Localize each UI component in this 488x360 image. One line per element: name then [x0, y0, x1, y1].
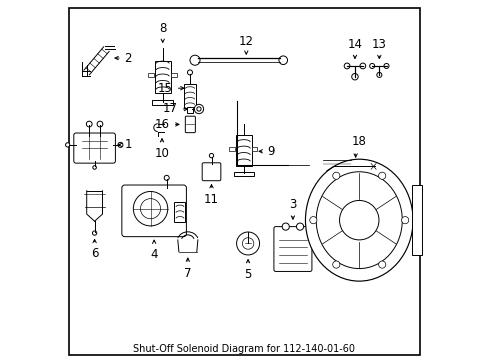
Text: 6: 6 [91, 247, 98, 260]
FancyBboxPatch shape [343, 162, 360, 171]
Ellipse shape [305, 159, 412, 281]
Circle shape [187, 70, 192, 75]
Circle shape [359, 63, 365, 69]
Circle shape [97, 121, 102, 127]
Bar [187, 107, 192, 113]
Circle shape [164, 175, 169, 180]
Text: Shut-Off Solenoid Diagram for 112-140-01-60: Shut-Off Solenoid Diagram for 112-140-01… [133, 343, 355, 354]
Text: 17: 17 [163, 103, 178, 116]
Text: 3: 3 [288, 198, 296, 211]
Bar [170, 73, 177, 77]
Circle shape [93, 166, 96, 169]
Circle shape [190, 55, 200, 65]
FancyBboxPatch shape [273, 226, 311, 271]
Text: 18: 18 [351, 135, 366, 148]
Bar [359, 164, 371, 169]
FancyBboxPatch shape [74, 133, 115, 163]
Text: 1: 1 [125, 138, 132, 151]
Text: 8: 8 [159, 22, 166, 36]
Bar [251, 147, 257, 150]
Circle shape [278, 56, 287, 64]
Circle shape [282, 223, 289, 230]
Circle shape [339, 201, 378, 240]
Ellipse shape [316, 172, 402, 269]
Text: 13: 13 [371, 38, 386, 51]
Circle shape [92, 231, 97, 235]
Circle shape [369, 63, 374, 68]
Text: 9: 9 [266, 145, 274, 158]
Circle shape [344, 63, 349, 69]
Text: 7: 7 [183, 267, 191, 280]
Circle shape [332, 172, 339, 179]
Circle shape [65, 143, 70, 147]
Circle shape [383, 63, 388, 68]
Circle shape [401, 217, 408, 224]
Bar [174, 202, 185, 222]
Text: 16: 16 [155, 118, 169, 131]
FancyBboxPatch shape [185, 116, 195, 133]
Circle shape [86, 121, 92, 127]
Circle shape [209, 153, 213, 158]
Bar [229, 147, 235, 150]
Bar [184, 84, 195, 108]
Circle shape [378, 261, 385, 268]
Circle shape [133, 192, 167, 226]
Bar [152, 100, 173, 105]
Circle shape [242, 238, 253, 249]
Bar [155, 60, 170, 93]
Bar [147, 73, 154, 77]
Circle shape [376, 72, 381, 77]
Circle shape [236, 232, 259, 255]
Bar [233, 172, 253, 176]
Circle shape [378, 172, 385, 179]
Text: 14: 14 [347, 38, 362, 51]
Circle shape [140, 199, 160, 219]
Circle shape [296, 223, 303, 230]
FancyBboxPatch shape [122, 185, 186, 237]
FancyBboxPatch shape [202, 163, 221, 181]
Text: 2: 2 [123, 51, 131, 64]
Text: 15: 15 [158, 82, 172, 95]
Circle shape [194, 104, 203, 114]
Circle shape [196, 107, 201, 111]
Circle shape [351, 73, 357, 80]
Circle shape [332, 261, 339, 268]
Circle shape [118, 142, 122, 147]
Text: 5: 5 [244, 268, 251, 281]
Bar [235, 135, 251, 166]
Circle shape [309, 217, 316, 224]
Bar [411, 185, 422, 255]
Text: 10: 10 [154, 147, 169, 160]
Text: 12: 12 [238, 35, 253, 48]
Text: 4: 4 [150, 248, 158, 261]
Text: 11: 11 [203, 193, 219, 206]
